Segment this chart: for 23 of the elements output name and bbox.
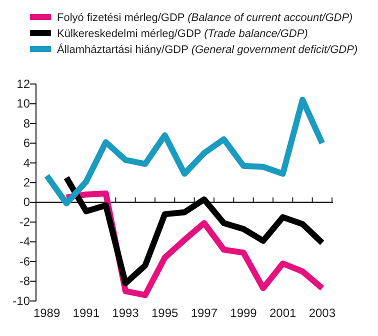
x-tick-label: 1995 (151, 306, 178, 320)
y-tick-label: 8 (23, 116, 30, 130)
legend-label: Államháztartási hiány/GDP (General government deficit/GDP) (57, 43, 358, 56)
y-tick-label: 4 (23, 156, 30, 170)
y-tick-label: 10 (16, 96, 30, 111)
y-tick-label: 0 (23, 195, 30, 210)
y-tick-label: -8 (19, 274, 30, 288)
y-tick-label: -2 (19, 214, 30, 229)
legend-label: Külkereskedelmi mérleg/GDP (Trade balance/GDP) (57, 28, 308, 40)
y-tick-label: 12 (16, 76, 30, 91)
x-tick-label: 2003 (308, 306, 336, 320)
x-tick-label: 1999 (230, 306, 258, 320)
y-tick-label: 2 (23, 175, 30, 190)
y-tick-label: -6 (19, 254, 30, 268)
x-tick-label: 1989 (33, 306, 60, 320)
x-tick-label: 1993 (112, 306, 140, 320)
x-tick-label: 1991 (72, 306, 100, 320)
y-tick-label: 6 (23, 136, 30, 150)
x-tick-label: 1997 (190, 306, 218, 320)
legend-label: Folyó fizetési mérleg/GDP (Balance of current account/GDP) (57, 12, 354, 24)
x-tick-label: 2001 (269, 306, 297, 320)
y-tick-label: -10 (12, 294, 30, 308)
y-tick-label: -4 (19, 234, 30, 249)
